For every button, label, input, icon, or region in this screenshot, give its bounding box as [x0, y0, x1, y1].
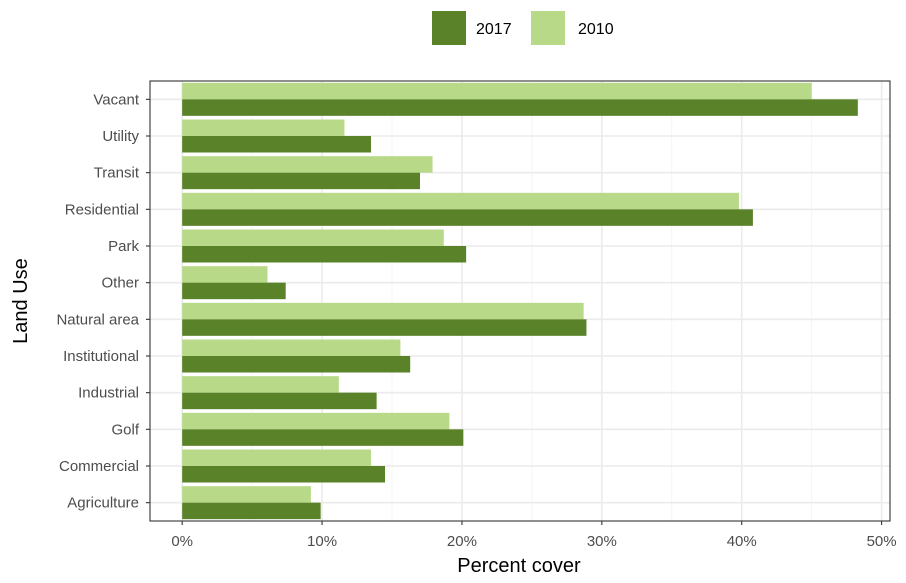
- y-tick-label-park: Park: [108, 238, 139, 255]
- bar-2010-utility: [182, 119, 345, 136]
- plot-panel: [150, 81, 890, 521]
- y-tick-label-golf: Golf: [111, 421, 139, 438]
- bar-2017-park: [182, 246, 467, 263]
- x-axis-title: Percent cover: [457, 555, 581, 577]
- y-tick-label-industrial: Industrial: [78, 385, 139, 402]
- bar-2010-industrial: [182, 376, 339, 393]
- y-tick-label-vacant: Vacant: [93, 91, 139, 108]
- bar-2010-commercial: [182, 449, 372, 466]
- bar-2017-utility: [182, 136, 372, 153]
- bar-2017-vacant: [182, 99, 858, 116]
- y-tick-label-utility: Utility: [102, 128, 139, 145]
- bar-2010-other: [182, 266, 268, 283]
- x-tick-label-0: 0%: [171, 533, 193, 550]
- y-tick-label-residential: Residential: [65, 201, 139, 218]
- bar-2017-institutional: [182, 356, 411, 373]
- bar-2017-other: [182, 282, 286, 300]
- bar-2010-golf: [182, 412, 450, 430]
- bar-2017-natural-area: [182, 319, 587, 336]
- x-tick-label-50: 50%: [867, 533, 897, 550]
- bar-2017-industrial: [182, 392, 377, 410]
- legend-label-2017: 2017: [476, 21, 512, 38]
- legend: 2017 2010: [432, 11, 614, 45]
- y-tick-label-commercial: Commercial: [59, 458, 139, 475]
- bar-2010-agriculture: [182, 486, 311, 503]
- bars: [182, 82, 858, 520]
- legend-swatch-2010: [531, 11, 565, 45]
- panel-border: [149, 80, 891, 522]
- legend-label-2010: 2010: [578, 21, 614, 38]
- y-axis-title: Land Use: [10, 258, 32, 344]
- bar-2017-commercial: [182, 466, 386, 483]
- bar-2017-transit: [182, 172, 420, 190]
- y-tick-label-transit: Transit: [94, 165, 140, 182]
- bar-2017-agriculture: [182, 502, 321, 520]
- x-tick-label-40: 40%: [727, 533, 757, 550]
- bar-2010-transit: [182, 156, 433, 173]
- x-tick-label-10: 10%: [307, 533, 337, 550]
- bar-2017-residential: [182, 209, 753, 226]
- y-tick-label-other: Other: [101, 275, 139, 292]
- legend-swatch-2017: [432, 11, 466, 45]
- grid: [150, 81, 890, 521]
- bar-2010-park: [182, 229, 444, 246]
- x-tick-label-20: 20%: [447, 533, 477, 550]
- x-tick-label-30: 30%: [587, 533, 617, 550]
- bar-2010-vacant: [182, 82, 812, 100]
- bar-2010-institutional: [182, 339, 401, 356]
- y-tick-label-natural-area: Natural area: [56, 311, 139, 328]
- bar-2017-golf: [182, 429, 464, 446]
- y-tick-label-institutional: Institutional: [63, 348, 139, 365]
- bar-2010-residential: [182, 192, 739, 210]
- y-tick-label-agriculture: Agriculture: [67, 495, 139, 512]
- x-axis: 0% 10% 20% 30% 40% 50%: [171, 521, 897, 550]
- bar-2010-natural-area: [182, 302, 584, 320]
- y-axis: Vacant Utility Transit Residential Park Other…: [56, 91, 150, 512]
